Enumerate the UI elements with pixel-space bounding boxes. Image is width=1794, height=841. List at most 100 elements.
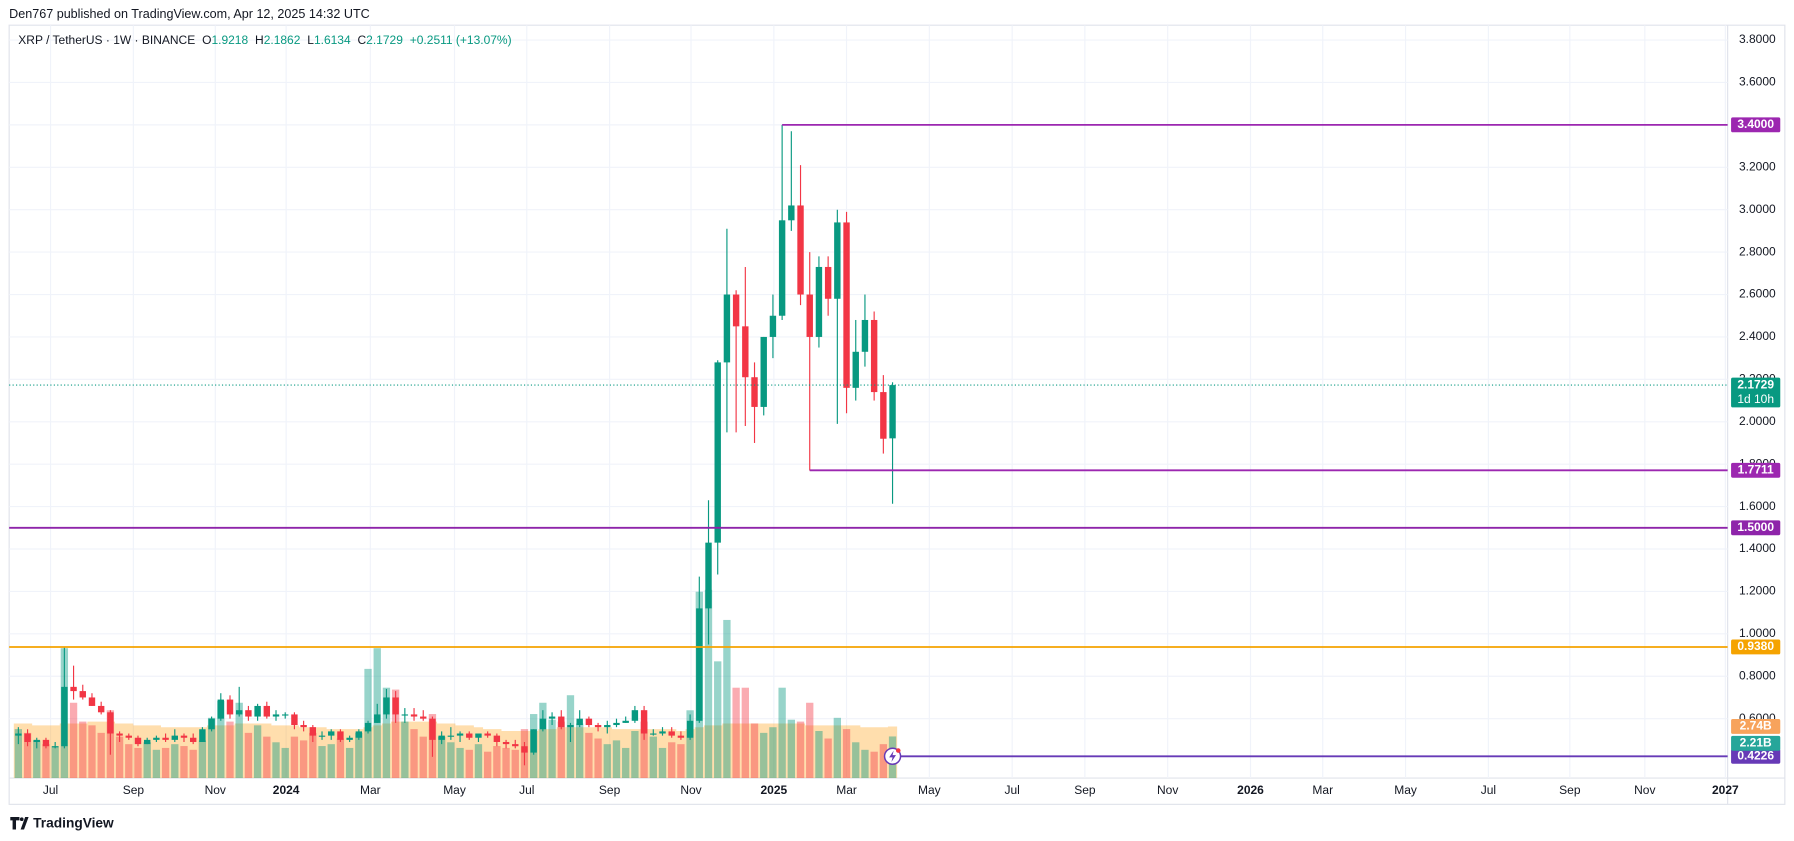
candle-body: [815, 266, 823, 337]
volume-bar: [263, 736, 271, 779]
candle-body: [79, 691, 86, 698]
candle-body: [438, 735, 445, 740]
y-tick-label: 3.6000: [1739, 75, 1776, 89]
candle-body: [484, 733, 491, 736]
candle-body: [355, 731, 363, 738]
volume-bar: [787, 719, 795, 779]
candle-body: [153, 737, 160, 740]
volume-label: 2.21B: [1740, 735, 1772, 749]
legend: XRP / TetherUS · 1W · BINANCE O1.9218 H2.1…: [18, 33, 511, 47]
volume-bar: [870, 751, 878, 779]
change: +0.2511 (+13.07%): [410, 33, 512, 47]
candle-body: [254, 705, 261, 717]
volume-label-bg: [1731, 735, 1781, 751]
candle-body: [732, 294, 740, 327]
candle-body: [778, 220, 786, 316]
candle-body: [870, 319, 878, 393]
volume-bar: [778, 687, 786, 779]
candle-body: [300, 725, 307, 728]
volume-bar: [272, 742, 280, 779]
candle-body: [714, 362, 721, 543]
x-tick-label: Nov: [1157, 783, 1178, 797]
x-tick-label: May: [1394, 783, 1417, 797]
volume-bar: [465, 749, 473, 779]
candle-body: [788, 205, 795, 221]
volume-bar: [806, 702, 814, 779]
x-tick-label: May: [443, 783, 466, 797]
candle-body: [337, 731, 344, 740]
volume-bar: [88, 725, 96, 779]
candle-body: [806, 294, 813, 337]
y-tick-label: 1.0000: [1739, 626, 1776, 640]
y-tick-label: 2.8000: [1739, 244, 1776, 258]
candle-body: [466, 733, 473, 738]
y-tick-label: 0.8000: [1739, 668, 1776, 682]
candle-body: [171, 735, 178, 740]
volume-bar: [511, 749, 519, 779]
volume-bar: [217, 700, 225, 779]
candle-body: [548, 716, 556, 719]
level-label-bg: [1731, 520, 1781, 536]
candle-body: [558, 716, 565, 728]
candle-body: [282, 714, 289, 716]
volume-bar: [677, 744, 685, 779]
volume-bar: [355, 732, 363, 779]
volume-bar: [750, 723, 759, 779]
candle-body: [70, 686, 77, 692]
h-label: H: [255, 33, 264, 47]
volume-bar: [345, 747, 354, 779]
candle-body: [199, 729, 206, 742]
candle-body: [51, 746, 59, 748]
candle-body: [88, 697, 96, 706]
x-tick-label: Mar: [1312, 783, 1333, 797]
x-tick-label: Mar: [836, 783, 857, 797]
candle-body: [180, 735, 188, 738]
x-tick-label: 2025: [760, 783, 787, 797]
chart: Jul Sep Nov 2024 Mar May Jul Sep Nov 2025 Mar May Ju…: [9, 25, 1781, 797]
candle-body: [364, 722, 372, 732]
last-price-label-bg: [1731, 377, 1781, 408]
candle-body: [539, 718, 547, 730]
candle-body: [512, 744, 519, 747]
x-tick-label: Sep: [1559, 783, 1581, 797]
volume-bar: [585, 732, 593, 779]
candle-body: [309, 727, 317, 736]
volume-bar: [603, 744, 611, 779]
candle-body: [245, 710, 252, 717]
candle-body: [189, 737, 197, 742]
volume-bar: [437, 736, 446, 779]
volume-bar: [115, 736, 124, 779]
volume-bar: [879, 744, 888, 779]
volume-bar: [42, 744, 50, 779]
volume-bar: [594, 738, 602, 779]
candle-body: [33, 739, 40, 742]
candle-body: [420, 716, 427, 719]
volume-bar: [309, 732, 317, 779]
candle-body: [760, 336, 767, 407]
volume-bar: [79, 721, 87, 779]
x-tick-label: Sep: [123, 783, 145, 797]
candle-body: [576, 718, 583, 726]
candle-body: [42, 739, 50, 747]
volume-bar: [23, 732, 32, 779]
volume-bar: [207, 717, 216, 779]
level-label-bg: [1731, 748, 1781, 764]
candle-body: [705, 542, 712, 609]
volume-bar: [622, 747, 630, 779]
candle-body: [374, 714, 381, 723]
candle-body: [263, 705, 271, 717]
candle-body: [15, 733, 22, 736]
candle-body: [650, 733, 657, 735]
candle-body: [143, 739, 151, 745]
volume-bar: [33, 740, 41, 779]
volume-bar: [732, 687, 740, 779]
y-tick-label: 2.6000: [1739, 287, 1776, 301]
volume-bar: [576, 723, 584, 779]
x-tick-label: 2024: [273, 783, 300, 797]
x-tick-label: Nov: [205, 783, 226, 797]
alert-dot: [895, 748, 901, 753]
volume-bar: [198, 740, 207, 779]
volume-bar: [704, 589, 713, 779]
y-tick-label: 2.0000: [1739, 414, 1776, 428]
candle-body: [107, 712, 114, 734]
